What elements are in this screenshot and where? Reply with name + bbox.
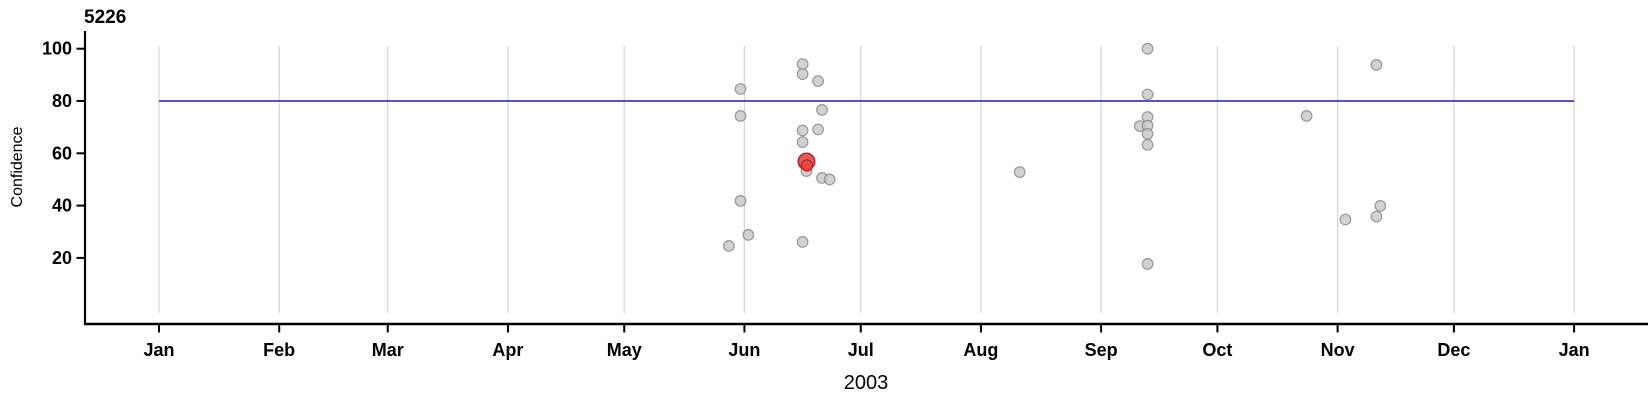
y-axis: 20 40 60 80 100 xyxy=(42,31,87,325)
x-tick-label: Feb xyxy=(263,340,295,360)
data-point xyxy=(816,103,828,116)
data-point xyxy=(796,235,809,248)
data-point xyxy=(796,68,809,80)
x-tick-label: Nov xyxy=(1321,340,1355,360)
data-point xyxy=(1339,213,1352,226)
y-tick-label: 20 xyxy=(52,248,72,268)
data-point xyxy=(812,75,824,87)
data-point xyxy=(742,228,755,241)
x-tick-label: Aug xyxy=(963,340,998,360)
data-point xyxy=(796,124,809,137)
data-points xyxy=(723,42,1387,270)
data-point xyxy=(1370,210,1383,223)
data-point xyxy=(723,239,735,252)
month-gridlines xyxy=(158,46,1575,313)
data-point xyxy=(734,109,747,122)
x-tick-label: Mar xyxy=(372,340,404,360)
y-tick-label: 80 xyxy=(52,91,72,111)
x-tick-label: Apr xyxy=(492,340,523,360)
data-point xyxy=(823,173,836,186)
x-tick-label: Sep xyxy=(1085,340,1118,360)
x-tick-label: Jun xyxy=(728,340,760,360)
x-tick-label: Jan xyxy=(143,340,174,360)
x-axis-year-label: 2003 xyxy=(844,372,889,394)
data-point xyxy=(1141,138,1154,151)
data-point xyxy=(1013,166,1026,179)
data-point xyxy=(1300,109,1313,122)
y-axis-ticks: 20 40 60 80 100 xyxy=(42,39,85,268)
data-point xyxy=(734,194,747,207)
y-tick-label: 60 xyxy=(52,143,72,163)
data-point xyxy=(1141,127,1154,140)
y-tick-label: 40 xyxy=(52,196,72,216)
data-point xyxy=(812,123,824,136)
y-axis-title: Confidence xyxy=(9,126,26,207)
data-point xyxy=(796,136,809,149)
x-tick-label: Oct xyxy=(1202,340,1232,360)
data-point xyxy=(1141,42,1154,55)
y-tick-label: 100 xyxy=(42,39,72,59)
x-axis-ticks: Jan Feb Mar Apr May Jun Jul Aug Sep Oct Nov Dec Jan xyxy=(143,324,1590,360)
x-axis: Jan Feb Mar Apr May Jun Jul Aug Sep Oct Nov Dec Jan xyxy=(84,322,1648,360)
x-tick-label: May xyxy=(607,340,642,360)
data-point xyxy=(1141,88,1154,101)
data-point xyxy=(1374,199,1387,212)
x-tick-label: Jan xyxy=(1559,340,1590,360)
chart-title: 5226 xyxy=(84,7,126,28)
x-tick-label: Dec xyxy=(1437,340,1470,360)
data-point xyxy=(1370,59,1383,71)
highlighted-data-point-inner xyxy=(800,159,814,172)
data-point xyxy=(1141,258,1154,270)
data-point xyxy=(734,83,747,95)
x-tick-label: Jul xyxy=(848,340,874,360)
data-point xyxy=(796,58,809,70)
